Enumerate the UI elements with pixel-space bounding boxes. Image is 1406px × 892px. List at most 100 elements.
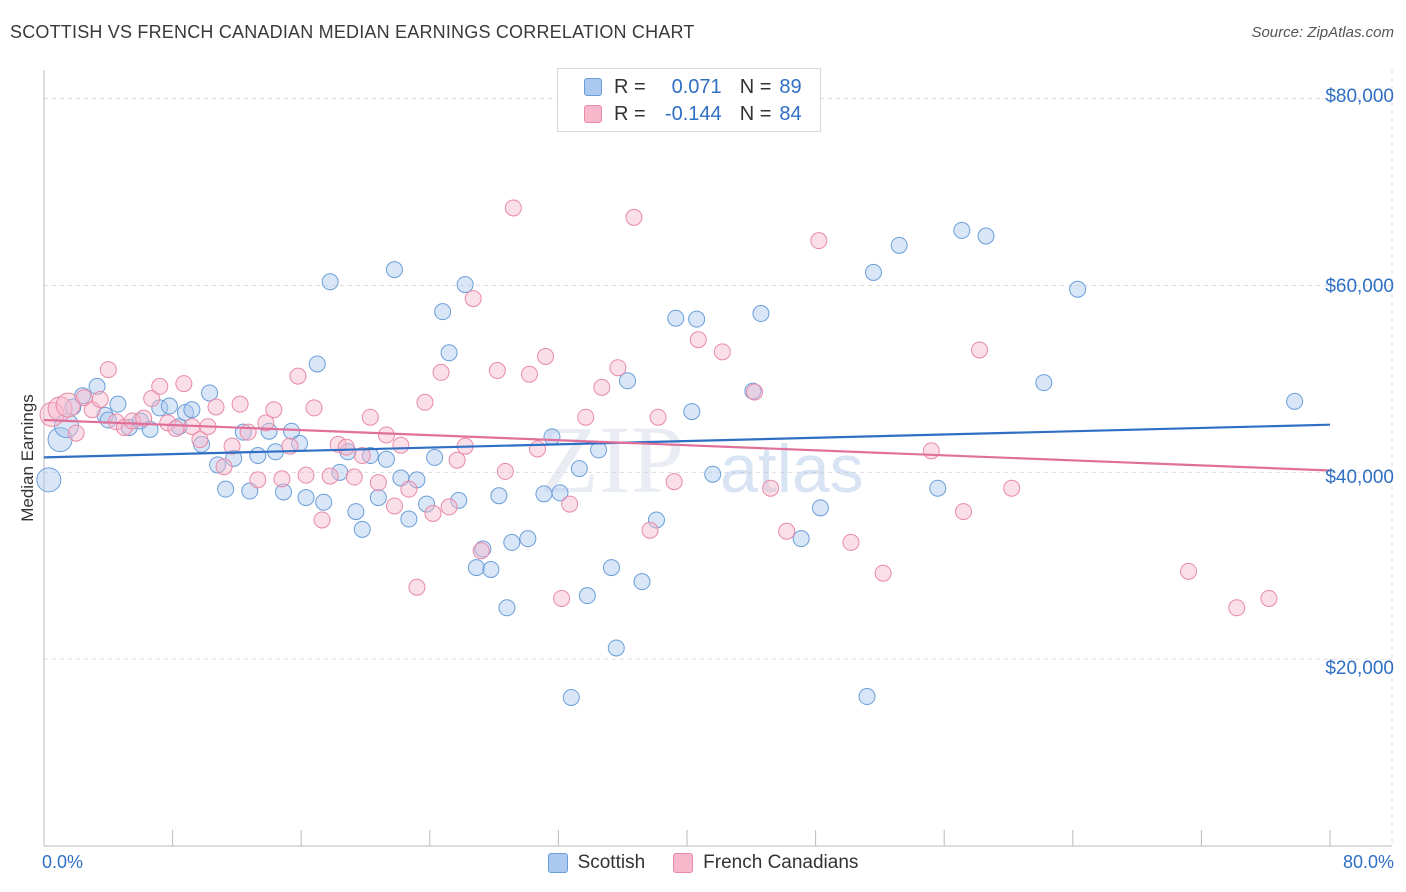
data-point	[321, 467, 339, 485]
data-point	[64, 398, 82, 416]
data-point	[649, 408, 667, 426]
data-point	[762, 479, 780, 497]
data-point	[440, 498, 458, 516]
data-point	[361, 408, 379, 426]
data-point	[217, 480, 235, 498]
data-point	[347, 503, 365, 521]
data-point	[305, 399, 323, 417]
data-point	[535, 485, 553, 503]
data-point	[215, 458, 233, 476]
data-point	[562, 688, 580, 706]
y-tick-20000: $20,000	[1325, 658, 1394, 679]
data-point	[67, 424, 85, 442]
data-point	[392, 436, 410, 454]
legend-row-scottish: R = 0.071 N = 89	[584, 75, 802, 99]
data-point	[321, 273, 339, 291]
data-point	[289, 367, 307, 385]
data-point	[175, 375, 193, 393]
data-point	[353, 447, 371, 465]
data-point	[704, 465, 722, 483]
data-point	[971, 341, 989, 359]
watermark-atlas: atlas	[720, 431, 864, 507]
data-point	[688, 310, 706, 328]
data-point	[418, 495, 436, 513]
pink-swatch-icon	[673, 853, 694, 873]
data-point	[36, 467, 62, 493]
r-label: R =	[614, 75, 646, 98]
data-point	[315, 493, 333, 511]
data-point	[609, 359, 627, 377]
data-point	[954, 503, 972, 521]
data-point	[191, 431, 209, 449]
data-point	[167, 419, 185, 437]
n-value: 84	[779, 102, 802, 125]
correlation-legend: R = 0.071 N = 89 R = -0.144 N = 84	[557, 68, 821, 132]
data-point	[922, 442, 940, 460]
data-point	[551, 484, 569, 502]
data-point	[297, 466, 315, 484]
legend-label-scottish: Scottish	[577, 852, 646, 873]
data-point	[667, 309, 685, 327]
data-point	[257, 414, 275, 432]
data-point	[520, 365, 538, 383]
data-point	[273, 470, 291, 488]
data-point	[488, 362, 506, 380]
x-tick-max: 80.0%	[1342, 852, 1394, 872]
data-point	[377, 450, 395, 468]
data-point	[625, 208, 643, 226]
legend-item-french-canadians: French Canadians	[673, 852, 858, 874]
data-point	[313, 511, 331, 529]
data-point	[537, 348, 555, 366]
data-point	[369, 489, 387, 507]
pink-swatch-icon	[584, 105, 602, 123]
data-point	[249, 471, 267, 489]
data-point	[561, 495, 579, 513]
data-point	[504, 199, 522, 217]
r-label: R =	[614, 102, 646, 125]
data-point	[416, 393, 434, 411]
data-point	[593, 378, 611, 396]
data-point	[275, 483, 293, 501]
data-point	[400, 510, 418, 528]
data-point	[619, 372, 637, 390]
blue-swatch-icon	[584, 78, 602, 96]
data-point	[864, 263, 882, 281]
data-point	[744, 382, 762, 400]
data-point	[665, 473, 683, 491]
data-point	[385, 497, 403, 515]
data-point	[482, 560, 500, 578]
data-point	[472, 542, 490, 560]
data-point	[810, 232, 828, 250]
data-point	[977, 227, 995, 245]
data-point	[337, 438, 355, 456]
data-point	[890, 236, 908, 254]
data-point	[607, 639, 625, 657]
data-point	[353, 520, 371, 538]
data-point	[792, 530, 810, 548]
legend-label-french-canadians: French Canadians	[703, 852, 859, 873]
data-point	[434, 303, 452, 321]
data-point	[529, 440, 547, 458]
legend-item-scottish: Scottish	[547, 852, 646, 874]
trend-line-french-canadians	[43, 418, 1331, 472]
data-point	[123, 412, 141, 430]
data-point	[432, 363, 450, 381]
data-point	[496, 462, 514, 480]
scottish-points	[36, 221, 1304, 706]
legend-row-french-canadians: R = -0.144 N = 84	[584, 102, 802, 126]
blue-swatch-icon	[547, 853, 568, 873]
data-point	[201, 384, 219, 402]
r-value: -0.144	[664, 102, 722, 125]
data-point	[385, 261, 403, 279]
data-point	[400, 480, 418, 498]
data-point	[490, 487, 508, 505]
data-point	[88, 377, 106, 395]
data-point	[345, 468, 363, 486]
data-point	[55, 392, 81, 418]
data-point	[752, 305, 770, 323]
data-point	[689, 331, 707, 349]
data-point	[426, 448, 444, 466]
trend-lines	[43, 418, 1331, 472]
data-point	[577, 408, 595, 426]
data-point	[143, 390, 161, 408]
